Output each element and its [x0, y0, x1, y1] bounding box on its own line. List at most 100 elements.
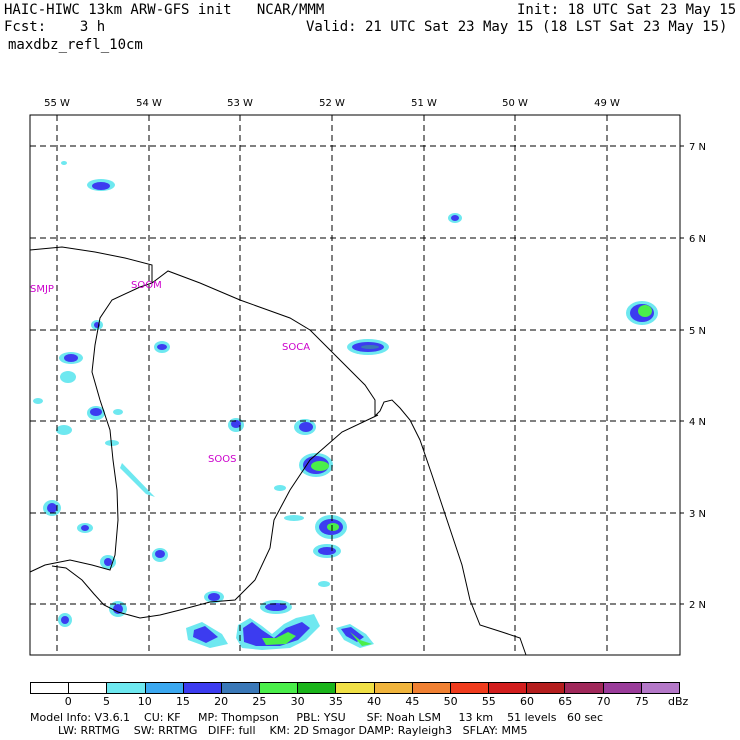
echo	[105, 440, 119, 446]
colorbar-swatch	[527, 683, 566, 693]
model-info-line-2: LW: RRTMG SW: RRTMG DIFF: full KM: 2D Sm…	[30, 724, 528, 737]
colorbar-tick-label: 45	[405, 695, 420, 708]
colorbar-swatch	[298, 683, 337, 693]
lat-label: 7 N	[689, 142, 706, 153]
border	[51, 414, 379, 619]
echo	[61, 616, 69, 624]
model-title: HAIC-HIWC 13km ARW-GFS init NCAR/MMM	[4, 2, 325, 18]
colorbar-tick-label: 70	[596, 695, 611, 708]
lon-label: 53 W	[227, 98, 253, 109]
echo	[318, 581, 330, 587]
echo	[81, 525, 89, 531]
echo	[262, 632, 296, 645]
colorbar-tick-label: 60	[520, 695, 535, 708]
colorbar-tick-label: 25	[252, 695, 267, 708]
echo	[155, 550, 165, 558]
model-info-line-1: Model Info: V3.6.1 CU: KF MP: Thompson P…	[30, 711, 603, 724]
echo	[113, 409, 123, 415]
echo	[120, 463, 155, 497]
echo	[311, 461, 329, 471]
colorbar-tick-label: 65	[558, 695, 573, 708]
lat-ticks	[680, 145, 684, 605]
colorbar-swatch	[221, 683, 261, 693]
echo	[274, 485, 286, 491]
forecast-hour: Fcst: 3 h	[4, 19, 106, 35]
valid-time: Valid: 21 UTC Sat 23 May 15 (18 LST Sat …	[306, 19, 728, 35]
lon-label: 55 W	[44, 98, 70, 109]
colorbar-swatch	[260, 683, 299, 693]
colorbar-tick-label: 50	[443, 695, 458, 708]
map-frame	[29, 114, 681, 656]
echo	[113, 604, 123, 614]
lat-label: 2 N	[689, 600, 706, 611]
colorbar-tick-label: 0	[64, 695, 72, 708]
lat-label: 3 N	[689, 509, 706, 520]
echo	[33, 398, 43, 404]
colorbar-tick-label: 40	[367, 695, 382, 708]
init-time: Init: 18 UTC Sat 23 May 15	[517, 2, 737, 18]
colorbar-swatch	[183, 683, 222, 693]
field-name: maxdbz_refl_10cm	[8, 37, 143, 53]
echo	[47, 503, 57, 513]
lat-lon-grid	[30, 115, 680, 655]
echo	[243, 622, 310, 646]
echo	[208, 593, 220, 601]
colorbar-unit: dBz	[668, 695, 689, 708]
echo	[318, 547, 336, 555]
echo	[638, 305, 652, 317]
colorbar-tick-label: 15	[175, 695, 190, 708]
lat-label: 5 N	[689, 326, 706, 337]
colorbar-ticks: 0 5 10 15 20 25 30 35 40 45 50 55 60 65 70 75	[0, 695, 740, 709]
reflectivity-echoes	[33, 161, 658, 650]
lon-label: 49 W	[594, 98, 620, 109]
colorbar	[30, 682, 680, 694]
echo	[56, 425, 72, 435]
echo	[299, 422, 313, 432]
echo	[61, 161, 67, 165]
border	[29, 282, 153, 573]
echo	[451, 215, 459, 221]
colorbar-swatch	[107, 683, 146, 693]
colorbar-swatch	[145, 683, 184, 693]
echo	[284, 515, 304, 521]
station-label-soos: SOOS	[208, 454, 236, 465]
echo	[327, 523, 339, 531]
echo	[361, 345, 379, 349]
colorbar-tick-label: 30	[290, 695, 305, 708]
echo	[92, 182, 110, 190]
echo	[104, 558, 112, 566]
lon-label: 52 W	[319, 98, 345, 109]
station-label-smjp: SMJP	[30, 284, 54, 295]
echo	[350, 632, 372, 646]
lon-label: 54 W	[136, 98, 162, 109]
colorbar-tick-label: 5	[102, 695, 110, 708]
echo	[64, 354, 78, 362]
colorbar-swatch	[412, 683, 451, 693]
echo	[193, 626, 218, 643]
colorbar-swatch	[450, 683, 490, 693]
coastlines	[29, 246, 527, 656]
echo	[60, 371, 76, 383]
station-label-soca: SOCA	[282, 342, 310, 353]
echo	[231, 420, 241, 428]
lat-label: 6 N	[689, 234, 706, 245]
colorbar-tick-label: 20	[214, 695, 229, 708]
colorbar-swatch	[565, 683, 604, 693]
colorbar-tick-label: 75	[634, 695, 649, 708]
colorbar-swatch	[31, 683, 70, 693]
colorbar-tick-label: 55	[481, 695, 496, 708]
lon-label: 51 W	[411, 98, 437, 109]
station-label-soom: SOOM	[131, 280, 162, 291]
colorbar-swatch	[641, 683, 679, 693]
colorbar-swatch	[336, 683, 375, 693]
echo	[157, 344, 167, 350]
colorbar-tick-label: 35	[328, 695, 343, 708]
echo	[90, 408, 102, 416]
coastline	[29, 246, 527, 656]
colorbar-swatch	[603, 683, 642, 693]
colorbar-swatch	[374, 683, 413, 693]
echo	[265, 603, 287, 611]
colorbar-swatch	[489, 683, 528, 693]
lon-label: 50 W	[502, 98, 528, 109]
